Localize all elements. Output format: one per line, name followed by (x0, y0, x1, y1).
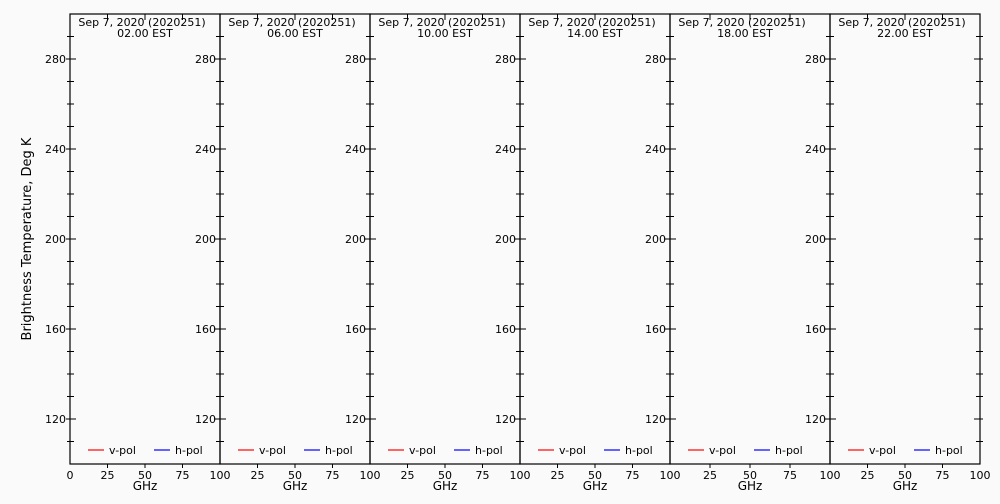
panel-4: 120 160 200 240 280 25 50 75 100 GHz Sep 7, 2020 (… (495, 13, 681, 493)
x-tick-label: 50 (898, 469, 912, 482)
legend-label: v-pol (559, 444, 586, 457)
y-tick-label: 200 (195, 233, 216, 246)
y-tick-label: 240 (645, 143, 666, 156)
y-tick-label: 200 (345, 233, 366, 246)
y-tick-label: 160 (195, 323, 216, 336)
legend: v-pol h-pol (388, 444, 503, 457)
x-tick-label: 100 (970, 469, 991, 482)
y-tick-label: 280 (645, 53, 666, 66)
x-tick-label: 50 (438, 469, 452, 482)
panel-title: Sep 7, 2020 (2020251) (228, 16, 355, 29)
y-tick-label: 160 (495, 323, 516, 336)
x-axis-label: GHz (133, 479, 158, 493)
x-tick-label: 100 (660, 469, 681, 482)
y-tick-label: 200 (805, 233, 826, 246)
legend-label: v-pol (409, 444, 436, 457)
y-tick-label: 280 (345, 53, 366, 66)
x-tick-label: 100 (210, 469, 231, 482)
x-tick-label: 75 (326, 469, 340, 482)
x-tick-label: 100 (510, 469, 531, 482)
x-tick-label: 50 (743, 469, 757, 482)
legend-label: v-pol (259, 444, 286, 457)
x-tick-label: 25 (703, 469, 717, 482)
x-tick-label: 25 (101, 469, 115, 482)
legend: v-pol h-pol (688, 444, 803, 457)
legend-label: h-pol (325, 444, 353, 457)
x-tick-label: 75 (783, 469, 797, 482)
x-tick-label: 50 (138, 469, 152, 482)
x-tick-label: 100 (360, 469, 381, 482)
plot-frame (829, 13, 981, 465)
y-tick-label: 120 (805, 413, 826, 426)
panel-title: Sep 7, 2020 (2020251) (78, 16, 205, 29)
y-tick-label: 280 (45, 53, 66, 66)
x-tick-label: 25 (251, 469, 265, 482)
y-tick-label: 280 (805, 53, 826, 66)
y-tick-label: 120 (645, 413, 666, 426)
y-tick-label: 160 (45, 323, 66, 336)
x-axis-label: GHz (893, 479, 918, 493)
x-tick-label: 50 (288, 469, 302, 482)
y-tick-label: 200 (495, 233, 516, 246)
x-tick-label: 25 (401, 469, 415, 482)
x-tick-label: 50 (588, 469, 602, 482)
y-tick-label: 280 (495, 53, 516, 66)
x-axis-label: GHz (433, 479, 458, 493)
x-axis-label: GHz (738, 479, 763, 493)
legend-label: h-pol (175, 444, 203, 457)
legend-label: h-pol (625, 444, 653, 457)
y-tick-label: 240 (805, 143, 826, 156)
x-tick-label: 25 (861, 469, 875, 482)
y-tick-label: 240 (345, 143, 366, 156)
panel-6: 120 160 200 240 280 25 50 75 100 GHz Sep 7, 2020 (… (805, 13, 991, 493)
x-tick-label: 75 (936, 469, 950, 482)
y-axis-label: Brightness Temperature, Deg K (20, 137, 35, 340)
panel-subtitle: 18.00 EST (717, 27, 773, 40)
legend: v-pol h-pol (238, 444, 353, 457)
panel-title: Sep 7, 2020 (2020251) (678, 16, 805, 29)
panel-subtitle: 10.00 EST (417, 27, 473, 40)
panel-subtitle: 22.00 EST (877, 27, 933, 40)
panel-2: 120 160 200 240 280 25 50 75 100 GHz Sep 7, 2020 (… (195, 13, 381, 493)
legend-label: h-pol (775, 444, 803, 457)
y-tick-label: 200 (45, 233, 66, 246)
panel-title: Sep 7, 2020 (2020251) (528, 16, 655, 29)
x-tick-label: 75 (626, 469, 640, 482)
panel-title: Sep 7, 2020 (2020251) (838, 16, 965, 29)
panel-5: 120 160 200 240 280 25 50 75 100 GHz Sep 7, 2020 (… (645, 13, 841, 493)
legend-label: v-pol (869, 444, 896, 457)
legend-label: v-pol (109, 444, 136, 457)
x-axis-label: GHz (283, 479, 308, 493)
legend: v-pol h-pol (88, 444, 203, 457)
y-tick-label: 120 (345, 413, 366, 426)
y-tick-label: 240 (195, 143, 216, 156)
x-tick-label: 100 (820, 469, 841, 482)
legend-label: v-pol (709, 444, 736, 457)
y-tick-label: 240 (45, 143, 66, 156)
panel-subtitle: 06.00 EST (267, 27, 323, 40)
x-tick-label: 0 (67, 469, 74, 482)
y-tick-label: 160 (645, 323, 666, 336)
legend: v-pol h-pol (538, 444, 653, 457)
legend-label: h-pol (935, 444, 963, 457)
x-tick-label: 25 (551, 469, 565, 482)
y-tick-label: 160 (345, 323, 366, 336)
legend-label: h-pol (475, 444, 503, 457)
panel-title: Sep 7, 2020 (2020251) (378, 16, 505, 29)
y-tick-label: 120 (45, 413, 66, 426)
legend: v-pol h-pol (848, 444, 963, 457)
y-tick-label: 240 (495, 143, 516, 156)
y-tick-label: 200 (645, 233, 666, 246)
x-axis-label: GHz (583, 479, 608, 493)
x-tick-label: 75 (476, 469, 490, 482)
y-tick-label: 160 (805, 323, 826, 336)
panel-subtitle: 14.00 EST (567, 27, 623, 40)
y-tick-label: 120 (495, 413, 516, 426)
y-tick-label: 280 (195, 53, 216, 66)
y-tick-label: 120 (195, 413, 216, 426)
x-tick-label: 75 (176, 469, 190, 482)
panel-subtitle: 02.00 EST (117, 27, 173, 40)
